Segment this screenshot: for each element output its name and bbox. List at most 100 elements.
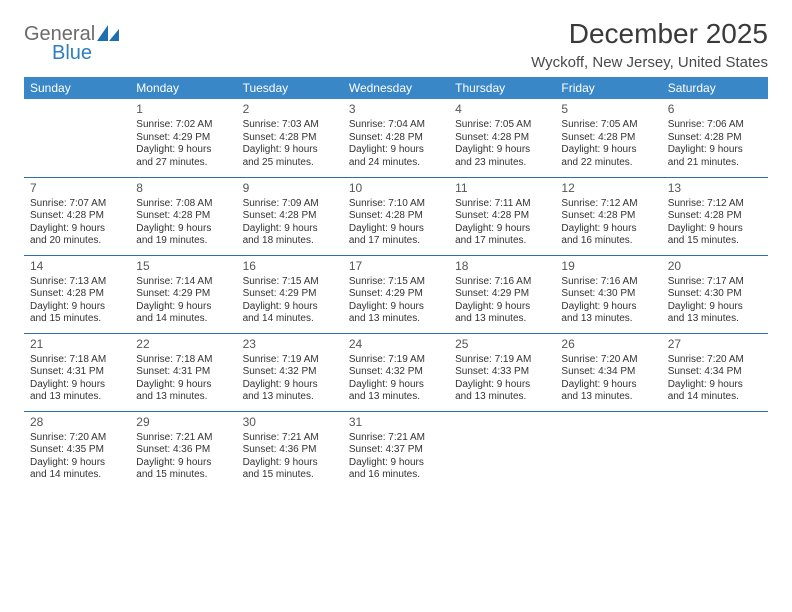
- sunrise-text: Sunrise: 7:04 AM: [349, 119, 443, 132]
- sunrise-text: Sunrise: 7:16 AM: [455, 276, 549, 289]
- col-saturday: Saturday: [662, 77, 768, 99]
- day-cell: 31Sunrise: 7:21 AMSunset: 4:37 PMDayligh…: [343, 411, 449, 489]
- daylight1-text: Daylight: 9 hours: [136, 301, 230, 314]
- day-cell: 27Sunrise: 7:20 AMSunset: 4:34 PMDayligh…: [662, 333, 768, 411]
- sunrise-text: Sunrise: 7:05 AM: [455, 119, 549, 132]
- daylight1-text: Daylight: 9 hours: [561, 223, 655, 236]
- col-tuesday: Tuesday: [237, 77, 343, 99]
- page-title: December 2025: [531, 18, 768, 50]
- day-cell: 24Sunrise: 7:19 AMSunset: 4:32 PMDayligh…: [343, 333, 449, 411]
- sunset-text: Sunset: 4:28 PM: [30, 210, 124, 223]
- day-cell: [24, 99, 130, 177]
- day-cell: [662, 411, 768, 489]
- daylight2-text: and 20 minutes.: [30, 235, 124, 248]
- daylight1-text: Daylight: 9 hours: [668, 223, 762, 236]
- week-row: 7Sunrise: 7:07 AMSunset: 4:28 PMDaylight…: [24, 177, 768, 255]
- daylight1-text: Daylight: 9 hours: [243, 301, 337, 314]
- daylight1-text: Daylight: 9 hours: [349, 379, 443, 392]
- sunset-text: Sunset: 4:37 PM: [349, 444, 443, 457]
- day-number: 28: [30, 415, 124, 430]
- sunrise-text: Sunrise: 7:21 AM: [243, 432, 337, 445]
- col-wednesday: Wednesday: [343, 77, 449, 99]
- daylight2-text: and 13 minutes.: [349, 313, 443, 326]
- day-cell: 14Sunrise: 7:13 AMSunset: 4:28 PMDayligh…: [24, 255, 130, 333]
- sunset-text: Sunset: 4:33 PM: [455, 366, 549, 379]
- day-number: 15: [136, 259, 230, 274]
- daylight2-text: and 13 minutes.: [455, 391, 549, 404]
- sunrise-text: Sunrise: 7:14 AM: [136, 276, 230, 289]
- daylight2-text: and 13 minutes.: [30, 391, 124, 404]
- day-cell: 12Sunrise: 7:12 AMSunset: 4:28 PMDayligh…: [555, 177, 661, 255]
- sunset-text: Sunset: 4:28 PM: [243, 132, 337, 145]
- day-cell: 20Sunrise: 7:17 AMSunset: 4:30 PMDayligh…: [662, 255, 768, 333]
- day-number: 7: [30, 181, 124, 196]
- sunrise-text: Sunrise: 7:09 AM: [243, 198, 337, 211]
- sunrise-text: Sunrise: 7:19 AM: [349, 354, 443, 367]
- sunset-text: Sunset: 4:34 PM: [561, 366, 655, 379]
- sunrise-text: Sunrise: 7:21 AM: [136, 432, 230, 445]
- daylight1-text: Daylight: 9 hours: [668, 301, 762, 314]
- daylight2-text: and 13 minutes.: [561, 391, 655, 404]
- day-number: 5: [561, 102, 655, 117]
- title-block: December 2025 Wyckoff, New Jersey, Unite…: [531, 18, 768, 71]
- sunrise-text: Sunrise: 7:06 AM: [668, 119, 762, 132]
- day-cell: 16Sunrise: 7:15 AMSunset: 4:29 PMDayligh…: [237, 255, 343, 333]
- sunset-text: Sunset: 4:30 PM: [561, 288, 655, 301]
- sunset-text: Sunset: 4:32 PM: [243, 366, 337, 379]
- sunrise-text: Sunrise: 7:05 AM: [561, 119, 655, 132]
- daylight1-text: Daylight: 9 hours: [668, 379, 762, 392]
- sunrise-text: Sunrise: 7:15 AM: [349, 276, 443, 289]
- day-cell: 4Sunrise: 7:05 AMSunset: 4:28 PMDaylight…: [449, 99, 555, 177]
- sunset-text: Sunset: 4:29 PM: [136, 288, 230, 301]
- sunrise-text: Sunrise: 7:19 AM: [243, 354, 337, 367]
- day-number: 6: [668, 102, 762, 117]
- sunset-text: Sunset: 4:28 PM: [668, 210, 762, 223]
- day-number: 9: [243, 181, 337, 196]
- daylight1-text: Daylight: 9 hours: [349, 301, 443, 314]
- daylight2-text: and 15 minutes.: [243, 469, 337, 482]
- daylight2-text: and 19 minutes.: [136, 235, 230, 248]
- calendar-table: Sunday Monday Tuesday Wednesday Thursday…: [24, 77, 768, 489]
- day-number: 2: [243, 102, 337, 117]
- day-cell: 8Sunrise: 7:08 AMSunset: 4:28 PMDaylight…: [130, 177, 236, 255]
- day-number: 13: [668, 181, 762, 196]
- day-cell: 1Sunrise: 7:02 AMSunset: 4:29 PMDaylight…: [130, 99, 236, 177]
- daylight1-text: Daylight: 9 hours: [30, 457, 124, 470]
- calendar-body: 1Sunrise: 7:02 AMSunset: 4:29 PMDaylight…: [24, 99, 768, 489]
- daylight1-text: Daylight: 9 hours: [561, 301, 655, 314]
- daylight1-text: Daylight: 9 hours: [349, 223, 443, 236]
- sunset-text: Sunset: 4:28 PM: [455, 210, 549, 223]
- day-number: 8: [136, 181, 230, 196]
- day-number: 18: [455, 259, 549, 274]
- sunrise-text: Sunrise: 7:20 AM: [561, 354, 655, 367]
- day-cell: 25Sunrise: 7:19 AMSunset: 4:33 PMDayligh…: [449, 333, 555, 411]
- day-cell: [555, 411, 661, 489]
- day-number: 27: [668, 337, 762, 352]
- sunrise-text: Sunrise: 7:02 AM: [136, 119, 230, 132]
- day-cell: 19Sunrise: 7:16 AMSunset: 4:30 PMDayligh…: [555, 255, 661, 333]
- sunrise-text: Sunrise: 7:13 AM: [30, 276, 124, 289]
- day-cell: 11Sunrise: 7:11 AMSunset: 4:28 PMDayligh…: [449, 177, 555, 255]
- daylight1-text: Daylight: 9 hours: [561, 379, 655, 392]
- day-number: 16: [243, 259, 337, 274]
- sunset-text: Sunset: 4:29 PM: [136, 132, 230, 145]
- daylight2-text: and 15 minutes.: [136, 469, 230, 482]
- sail-icon: [97, 25, 119, 45]
- day-cell: 29Sunrise: 7:21 AMSunset: 4:36 PMDayligh…: [130, 411, 236, 489]
- day-number: 31: [349, 415, 443, 430]
- daylight2-text: and 24 minutes.: [349, 157, 443, 170]
- daylight1-text: Daylight: 9 hours: [30, 223, 124, 236]
- sunrise-text: Sunrise: 7:15 AM: [243, 276, 337, 289]
- page-header: General Blue December 2025 Wyckoff, New …: [24, 18, 768, 71]
- week-row: 28Sunrise: 7:20 AMSunset: 4:35 PMDayligh…: [24, 411, 768, 489]
- daylight2-text: and 13 minutes.: [243, 391, 337, 404]
- logo: General Blue: [24, 24, 119, 63]
- daylight1-text: Daylight: 9 hours: [243, 223, 337, 236]
- daylight1-text: Daylight: 9 hours: [136, 144, 230, 157]
- day-cell: 2Sunrise: 7:03 AMSunset: 4:28 PMDaylight…: [237, 99, 343, 177]
- daylight2-text: and 27 minutes.: [136, 157, 230, 170]
- day-number: 12: [561, 181, 655, 196]
- day-cell: 6Sunrise: 7:06 AMSunset: 4:28 PMDaylight…: [662, 99, 768, 177]
- day-cell: [449, 411, 555, 489]
- sunrise-text: Sunrise: 7:18 AM: [136, 354, 230, 367]
